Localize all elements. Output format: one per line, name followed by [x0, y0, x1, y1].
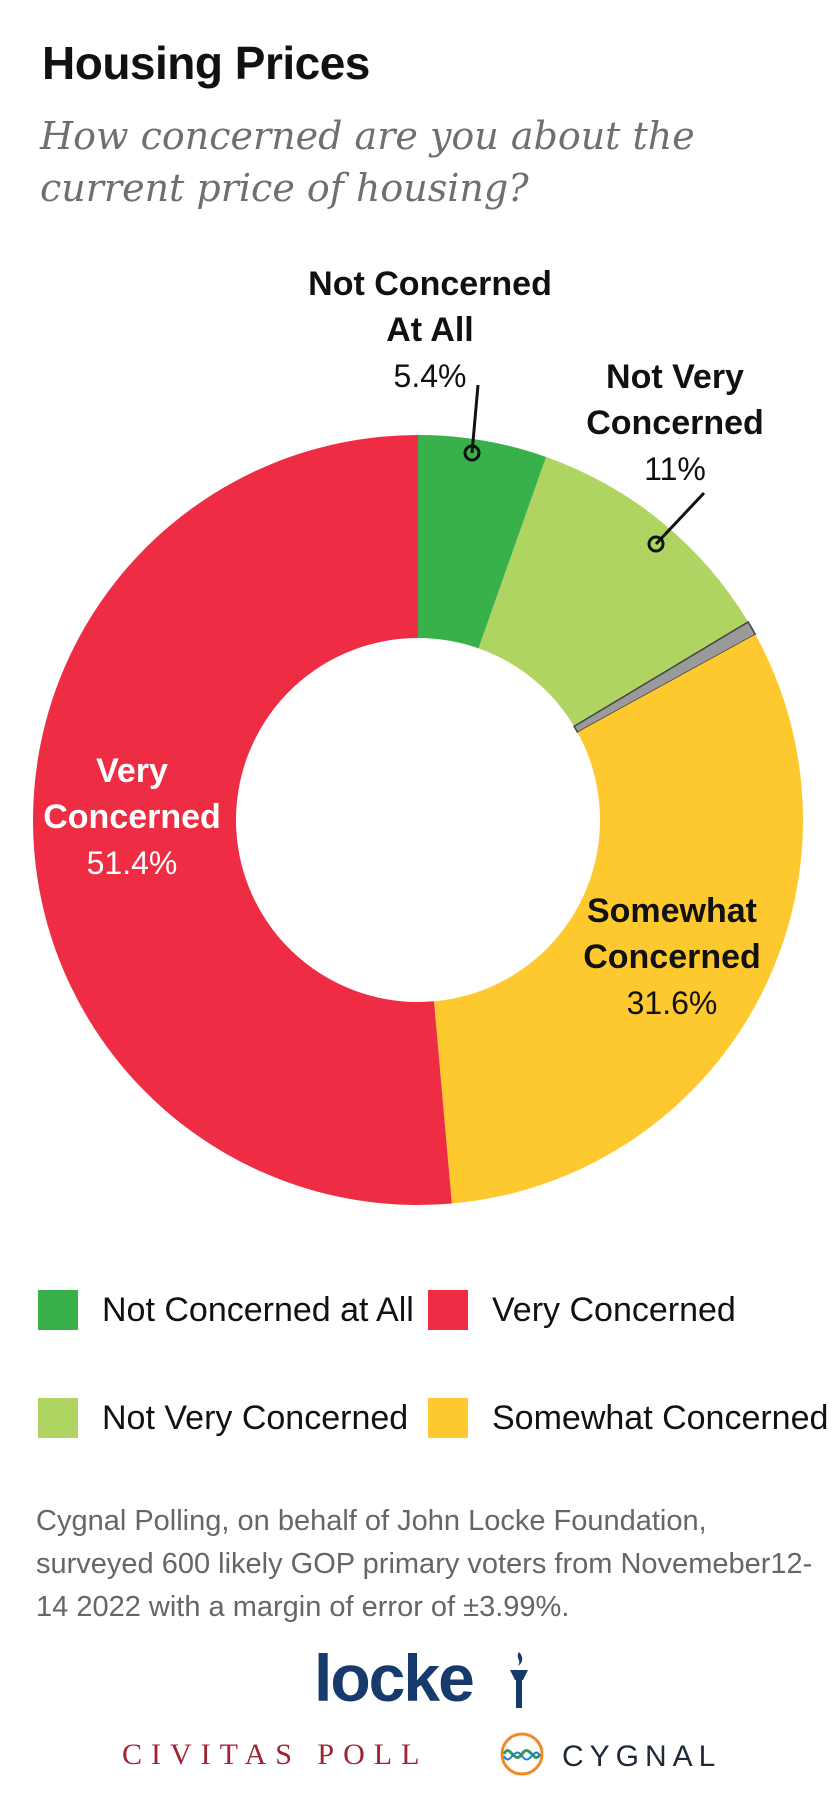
chart-subtitle: How concerned are you about the current …	[40, 114, 695, 210]
legend-swatch	[38, 1290, 78, 1330]
legend-swatch	[428, 1398, 468, 1438]
leader-line-not-concerned-at-all	[470, 384, 480, 454]
slice-label-not-very-concerned-1: Concerned	[586, 404, 764, 442]
locke-logo: locke	[314, 1641, 475, 1715]
slice-label-somewhat-concerned-0: Somewhat	[587, 892, 757, 930]
legend-item-not-concerned-at-all: Not Concerned at All	[38, 1288, 414, 1332]
legend-label: Very Concerned	[492, 1290, 736, 1329]
legend-item-not-very-concerned: Not Very Concerned	[38, 1396, 408, 1440]
legend-label: Not Very Concerned	[102, 1398, 409, 1437]
chart-title: Housing Prices	[42, 37, 370, 89]
survey-footnote: Cygnal Polling, on behalf of John Locke …	[36, 1505, 813, 1623]
slice-label-not-concerned-at-all-1: At All	[386, 311, 474, 349]
slice-value-very-concerned: 51.4%	[87, 845, 178, 881]
pie-slice-very-concerned	[33, 435, 452, 1205]
pie-slice-not-very-concerned	[478, 456, 749, 727]
pie-slice-not-concerned-at-all	[418, 435, 547, 649]
slice-label-not-very-concerned-0: Not Very	[606, 358, 744, 396]
slice-value-not-concerned-at-all: 5.4%	[394, 358, 467, 394]
civitas-poll-logo: CIVITAS POLL	[122, 1738, 429, 1771]
legend-label: Not Concerned at All	[102, 1290, 414, 1329]
slice-value-not-very-concerned: 11%	[644, 451, 706, 487]
leader-dot-not-very-concerned	[647, 535, 665, 553]
legend-item-very-concerned: Very Concerned	[428, 1288, 736, 1332]
slice-label-very-concerned-0: Very	[96, 752, 168, 790]
slice-value-somewhat-concerned: 31.6%	[627, 985, 718, 1021]
slice-label-very-concerned-1: Concerned	[43, 798, 221, 836]
leader-line-not-very-concerned	[654, 491, 706, 546]
legend-swatch	[38, 1398, 78, 1438]
slice-label-somewhat-concerned-1: Concerned	[583, 938, 761, 976]
legend-item-somewhat-concerned: Somewhat Concerned	[428, 1396, 828, 1440]
leader-dot-not-concerned-at-all	[463, 444, 481, 462]
pie-slice-somewhat-concerned	[433, 634, 803, 1204]
cygnal-logo: CYGNAL	[562, 1740, 722, 1773]
legend-label: Somewhat Concerned	[492, 1398, 829, 1437]
torch-icon	[510, 1652, 528, 1708]
slice-label-not-concerned-at-all-0: Not Concerned	[308, 265, 552, 303]
donut-chart: Not Concerned At All 5.4% Not Very Concerned…	[33, 265, 803, 1205]
legend-swatch	[428, 1290, 468, 1330]
cygnal-icon	[500, 1732, 544, 1776]
